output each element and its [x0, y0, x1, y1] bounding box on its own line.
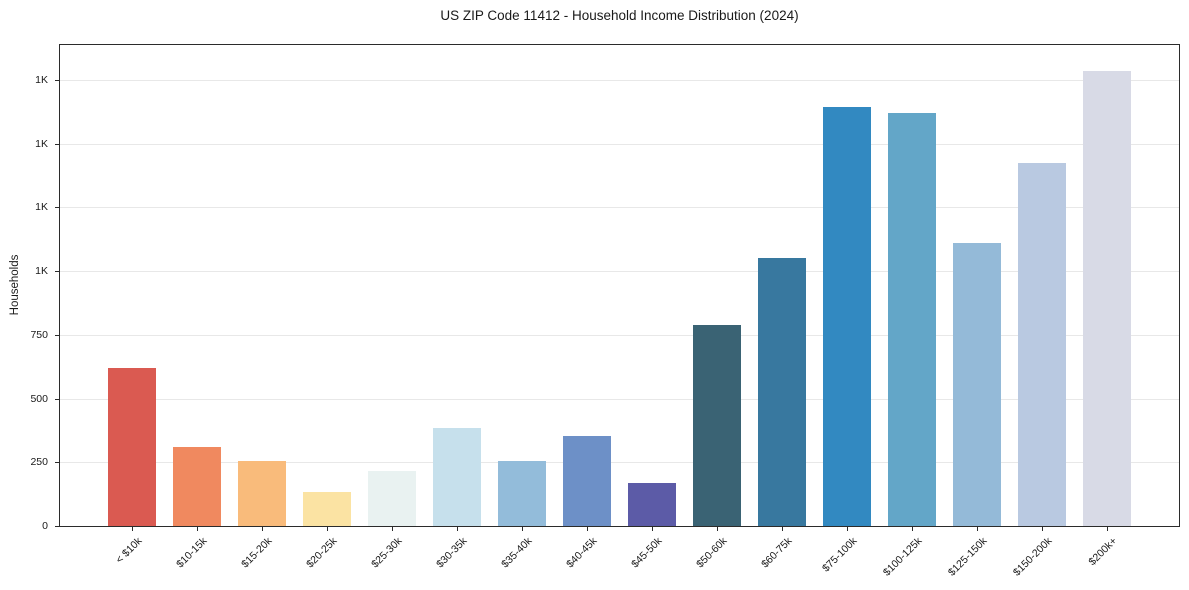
bar-$60-75k — [757, 258, 807, 526]
gridline — [60, 271, 1179, 273]
bar-$35-40k — [497, 461, 547, 526]
x-tick-mark — [847, 527, 848, 531]
y-tick-label: 1K — [35, 137, 48, 150]
x-tick-label: < $10k — [113, 535, 145, 566]
bar-$45-50k — [627, 482, 677, 526]
bar-$40-45k — [562, 435, 612, 526]
bar-$125-150k — [952, 243, 1002, 526]
x-tick-mark — [327, 527, 328, 531]
x-tick-label: $150-200k — [1010, 535, 1055, 579]
bar-< $10k — [107, 367, 157, 526]
gridline — [60, 143, 1179, 145]
gridline — [60, 79, 1179, 81]
x-tick-mark — [132, 527, 133, 531]
x-tick-label: $15-20k — [239, 535, 275, 571]
x-tick-label: $40-45k — [564, 535, 600, 571]
y-axis-label: Households — [9, 254, 21, 316]
gridline — [60, 207, 1179, 209]
bar-$50-60k — [692, 324, 742, 526]
y-tick-mark — [55, 207, 59, 209]
bar-$200k+ — [1082, 71, 1132, 526]
x-tick-mark — [1107, 527, 1108, 531]
gridline — [60, 462, 1179, 464]
gridline — [60, 398, 1179, 400]
y-tick-label: 1K — [35, 265, 48, 278]
x-tick-label: $200k+ — [1086, 535, 1120, 569]
x-tick-mark — [587, 527, 588, 531]
x-tick-mark — [912, 527, 913, 531]
x-tick-label: $100-125k — [880, 535, 925, 579]
y-tick-label: 0 — [42, 520, 48, 532]
x-tick-mark — [262, 527, 263, 531]
y-tick-label: 1K — [35, 201, 48, 214]
y-tick-mark — [55, 462, 59, 464]
bar-$25-30k — [367, 471, 417, 526]
x-tick-label: $25-30k — [369, 535, 405, 571]
gridline — [60, 334, 1179, 336]
x-tick-label: $45-50k — [629, 535, 665, 571]
x-tick-label: $125-150k — [945, 535, 990, 579]
bar-$150-200k — [1017, 162, 1067, 526]
x-tick-mark — [717, 527, 718, 531]
bar-$100-125k — [887, 113, 937, 526]
x-tick-label: $60-75k — [759, 535, 795, 571]
y-tick-mark — [55, 79, 59, 81]
x-tick-mark — [522, 527, 523, 531]
x-tick-label: $30-35k — [434, 535, 470, 571]
y-tick-mark — [55, 334, 59, 336]
plot-area — [59, 44, 1180, 527]
chart-title: US ZIP Code 11412 - Household Income Dis… — [440, 8, 799, 23]
y-tick-label: 1K — [35, 73, 48, 86]
x-tick-mark — [977, 527, 978, 531]
x-tick-label: $75-100k — [820, 535, 860, 575]
bar-$10-15k — [172, 446, 222, 526]
y-tick-label: 250 — [30, 456, 48, 469]
y-tick-label: 750 — [30, 328, 48, 341]
x-tick-label: $20-25k — [304, 535, 340, 571]
x-tick-mark — [782, 527, 783, 531]
x-tick-label: $35-40k — [499, 535, 535, 571]
x-tick-mark — [392, 527, 393, 531]
x-tick-mark — [457, 527, 458, 531]
y-tick-mark — [55, 526, 59, 527]
x-tick-mark — [1042, 527, 1043, 531]
x-tick-label: $50-60k — [694, 535, 730, 571]
bar-$15-20k — [237, 461, 287, 526]
bar-$20-25k — [302, 491, 352, 526]
y-tick-mark — [55, 143, 59, 145]
x-tick-mark — [652, 527, 653, 531]
x-tick-label: $10-15k — [174, 535, 210, 571]
y-tick-mark — [55, 398, 59, 400]
bar-$75-100k — [822, 106, 872, 526]
x-tick-mark — [197, 527, 198, 531]
bar-$30-35k — [432, 427, 482, 526]
y-tick-label: 500 — [30, 392, 48, 405]
y-tick-mark — [55, 271, 59, 273]
